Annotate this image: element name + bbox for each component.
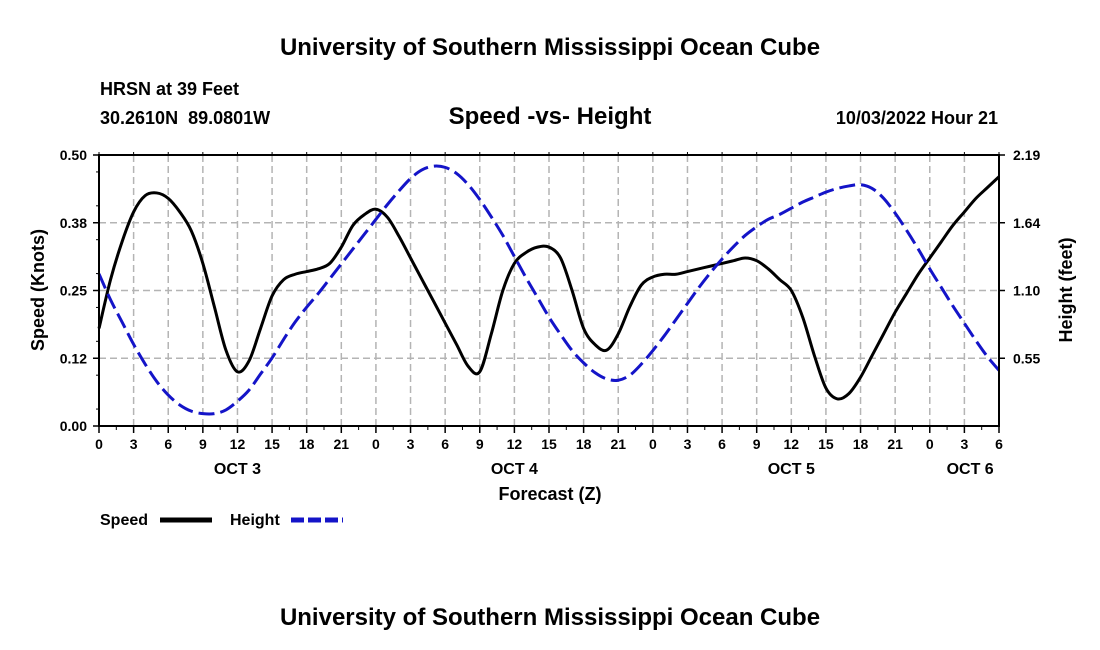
- y-tick-label: 0.12: [60, 350, 87, 366]
- x-tick-label: 21: [887, 436, 903, 452]
- x-tick-label: 9: [199, 436, 207, 452]
- x-tick-labels: 0 3 6 9 12 15 18 21 0 3 6 9 12 15 18 21 0 3 6 9 12 15 18 21 0 3 6: [95, 436, 1003, 452]
- station-label: HRSN at 39 Feet: [100, 79, 239, 99]
- x-tick-label: 0: [95, 436, 103, 452]
- x-tick-label: 6: [441, 436, 449, 452]
- x-tick-label: 0: [649, 436, 657, 452]
- y-tick-label: 0.50: [60, 147, 87, 163]
- y2-tick-label: 2.19: [1013, 147, 1040, 163]
- x-tick-label: 0: [926, 436, 934, 452]
- day-labels: OCT 3 OCT 4 OCT 5 OCT 6: [214, 461, 994, 478]
- chart-title-bottom: University of Southern Mississippi Ocean…: [280, 604, 820, 631]
- x-tick-label: 15: [264, 436, 280, 452]
- series-layer: [97, 164, 1001, 416]
- x-tick-label: 18: [299, 436, 315, 452]
- chart-subtitle: Speed -vs- Height: [449, 103, 652, 130]
- x-tick-label: 6: [164, 436, 172, 452]
- day-label: OCT 4: [491, 461, 538, 478]
- y-tick-labels: 0.00 0.12 0.25 0.38 0.50: [60, 147, 87, 434]
- x-tick-label: 3: [407, 436, 415, 452]
- legend-height-label: Height: [230, 512, 280, 529]
- chart-title-top: University of Southern Mississippi Ocean…: [280, 34, 820, 61]
- series-line-speed: [97, 175, 1001, 401]
- x-tick-label: 3: [960, 436, 968, 452]
- x-axis-label: Forecast (Z): [498, 484, 601, 504]
- x-tick-label: 12: [230, 436, 246, 452]
- x-tick-label: 15: [541, 436, 557, 452]
- x-tick-label: 6: [718, 436, 726, 452]
- y2-tick-labels: 0.55 1.10 1.64 2.19: [1013, 147, 1040, 366]
- x-tick-label: 9: [476, 436, 484, 452]
- y-tick-label: 0.25: [60, 283, 87, 299]
- legend-speed-label: Speed: [100, 512, 148, 529]
- x-tick-label: 9: [753, 436, 761, 452]
- x-tick-label: 6: [995, 436, 1003, 452]
- day-label: OCT 6: [947, 461, 994, 478]
- y-tick-label: 0.00: [60, 418, 87, 434]
- y2-tick-label: 1.10: [1013, 283, 1040, 299]
- x-tick-label: 18: [576, 436, 592, 452]
- series-line-height: [97, 164, 1001, 416]
- y2-tick-label: 1.64: [1013, 215, 1040, 231]
- y2-axis-label: Height (feet): [1056, 238, 1076, 343]
- x-tick-label: 15: [818, 436, 834, 452]
- day-label: OCT 3: [214, 461, 261, 478]
- x-tick-label: 12: [507, 436, 523, 452]
- x-tick-label: 3: [130, 436, 138, 452]
- x-tick-label: 21: [334, 436, 350, 452]
- y-tick-label: 0.38: [60, 215, 87, 231]
- station-coords: 30.2610N 89.0801W: [100, 108, 270, 128]
- x-tick-label: 3: [684, 436, 692, 452]
- x-tick-label: 21: [610, 436, 626, 452]
- grid-lines: [99, 155, 999, 426]
- y-axis-label: Speed (Knots): [28, 229, 48, 351]
- x-tick-label: 18: [853, 436, 869, 452]
- day-label: OCT 5: [768, 461, 815, 478]
- forecast-datetime: 10/03/2022 Hour 21: [836, 108, 998, 128]
- x-tick-label: 0: [372, 436, 380, 452]
- legend: Speed Height: [100, 512, 343, 529]
- axis-ticks: [93, 152, 1005, 433]
- y2-tick-label: 0.55: [1013, 350, 1040, 366]
- x-tick-label: 12: [784, 436, 800, 452]
